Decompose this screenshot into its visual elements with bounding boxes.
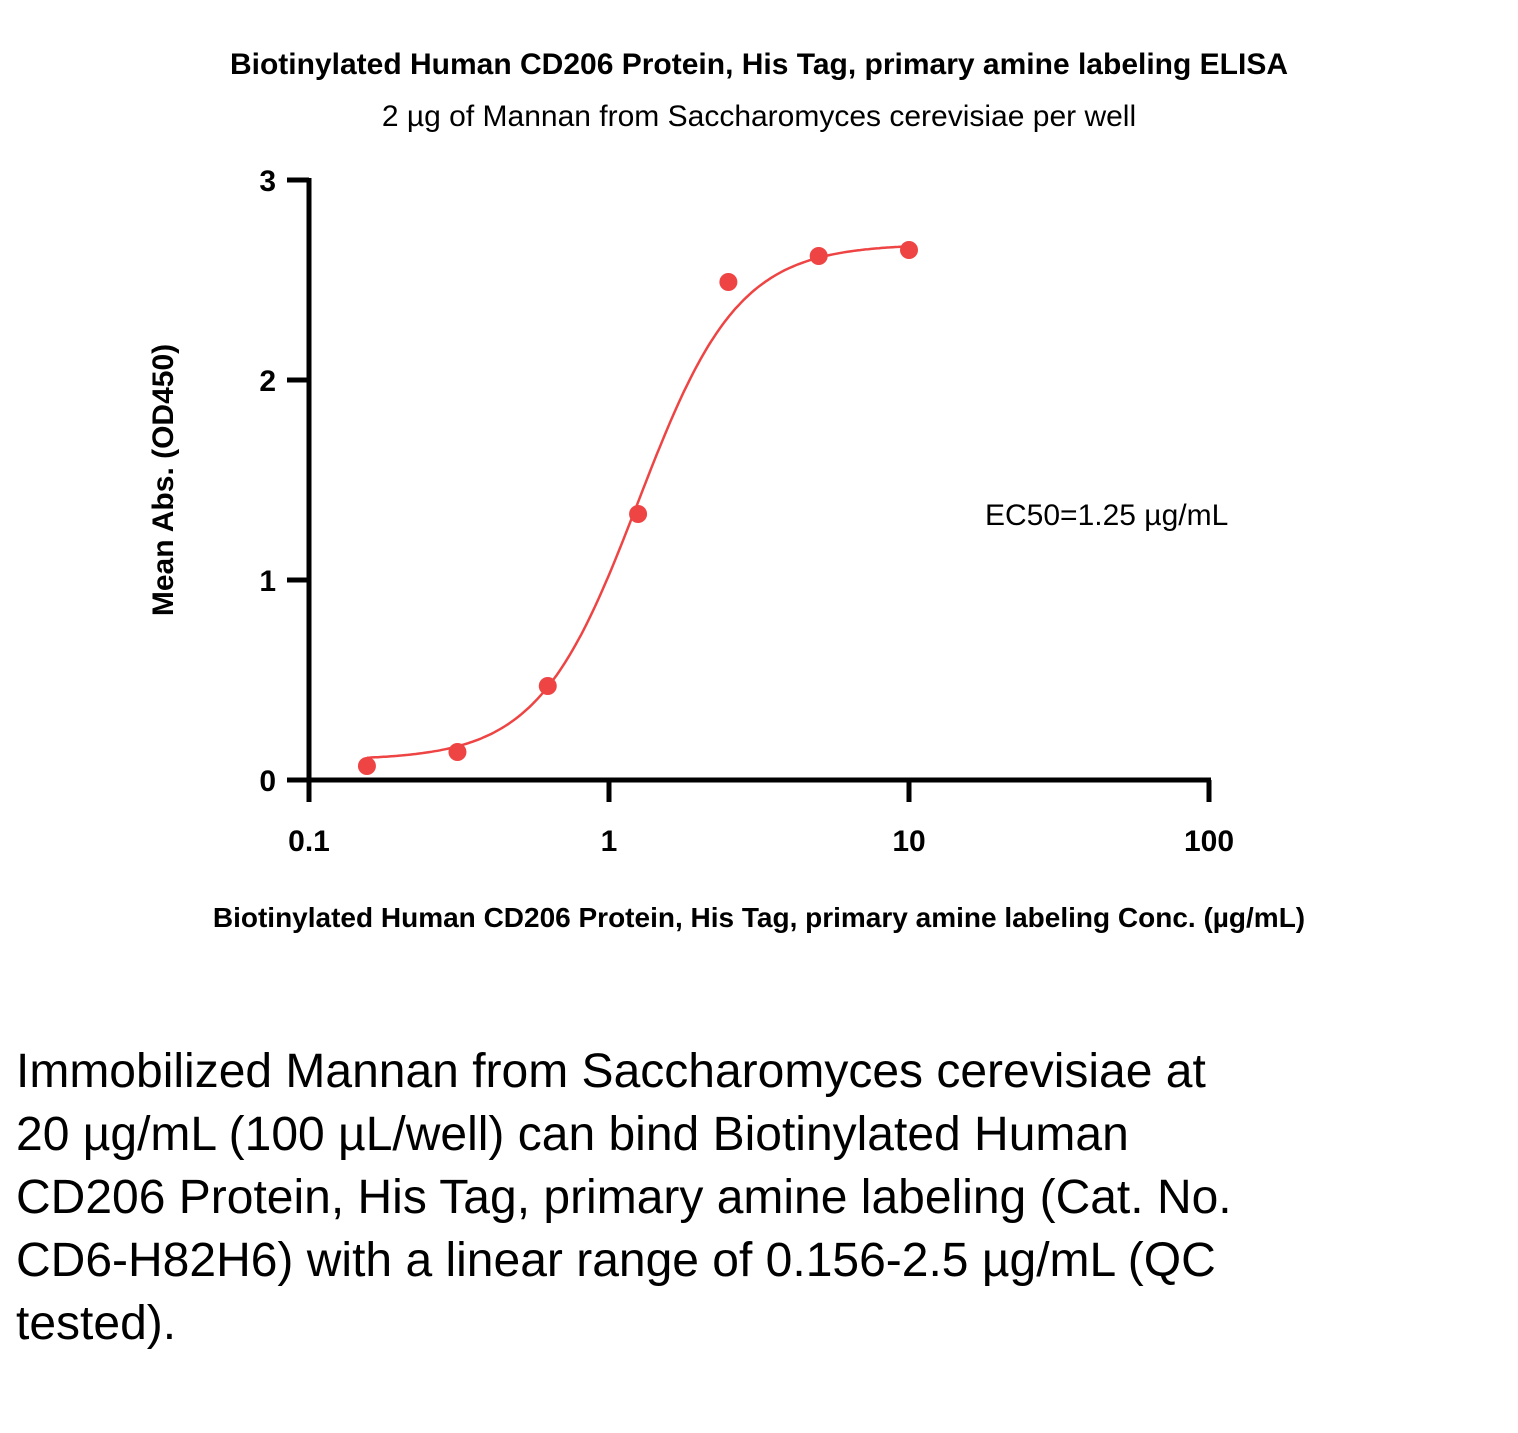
- y-tick-label-0: 0: [259, 765, 276, 798]
- data-point-0: [357, 757, 376, 775]
- chart-title: Biotinylated Human CD206 Protein, His Ta…: [229, 48, 1288, 81]
- data-points: [357, 241, 918, 775]
- data-point-1: [448, 743, 467, 761]
- figure-caption: Immobilized Mannan from Saccharomyces ce…: [16, 1045, 1232, 1350]
- x-tick-label-2: 10: [892, 825, 925, 858]
- fit-curve: [366, 245, 910, 759]
- data-point-3: [629, 505, 648, 523]
- data-point-4: [719, 273, 738, 291]
- chart-axes: 0 1 2 3 0.1 1 10 100: [259, 165, 1234, 858]
- x-tick-label-0: 0.1: [288, 825, 330, 858]
- data-point-5: [809, 247, 828, 265]
- elisa-chart: 0 1 2 3 0.1 1 10 100 Mean Abs. (OD450) Biotinyl…: [147, 165, 1305, 933]
- y-axis-label: Mean Abs. (OD450): [147, 344, 180, 616]
- data-point-6: [900, 241, 918, 259]
- chart-subtitle: 2 µg of Mannan from Saccharomyces cerevi…: [381, 100, 1137, 133]
- x-axis-label: Biotinylated Human CD206 Protein, His Ta…: [213, 902, 1305, 933]
- x-tick-label-3: 100: [1184, 825, 1234, 858]
- y-tick-label-3: 3: [259, 165, 276, 198]
- ec50-annotation: EC50=1.25 µg/mL: [985, 499, 1228, 532]
- y-tick-label-1: 1: [259, 565, 276, 598]
- y-tick-label-2: 2: [259, 365, 276, 398]
- data-point-2: [538, 677, 557, 695]
- x-tick-label-1: 1: [601, 825, 618, 858]
